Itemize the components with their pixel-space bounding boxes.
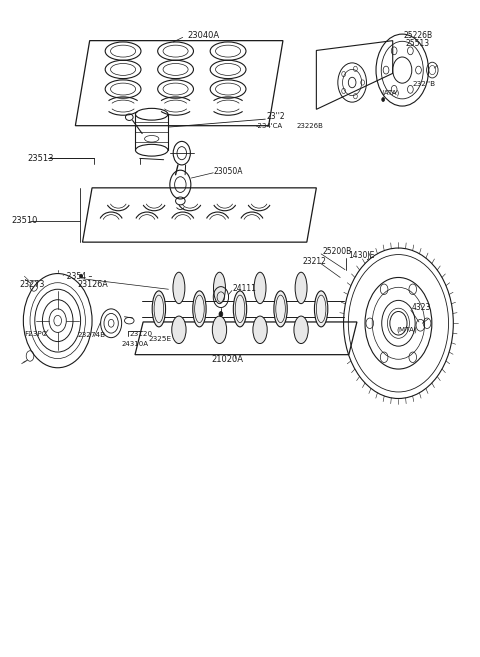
Polygon shape	[135, 322, 357, 355]
Text: 23050A: 23050A	[214, 167, 243, 176]
Circle shape	[382, 97, 384, 101]
Ellipse shape	[253, 316, 267, 344]
Text: · 2354 –: · 2354 –	[62, 271, 93, 281]
Text: 23''2: 23''2	[266, 112, 285, 121]
Text: 23273: 23273	[20, 279, 45, 288]
Ellipse shape	[173, 272, 185, 304]
Ellipse shape	[314, 291, 328, 327]
Text: F23PC: F23PC	[24, 330, 47, 337]
Ellipse shape	[295, 272, 307, 304]
Text: 23274B: 23274B	[78, 332, 106, 338]
Ellipse shape	[214, 272, 226, 304]
Text: 23226B: 23226B	[296, 123, 323, 129]
Text: 23212: 23212	[302, 258, 326, 266]
Text: 23126A: 23126A	[78, 279, 108, 288]
Text: 23513: 23513	[28, 154, 54, 163]
Text: 25513: 25513	[406, 39, 430, 48]
Ellipse shape	[212, 316, 227, 344]
Text: 1430JE: 1430JE	[348, 251, 374, 260]
Text: -234'CA: -234'CA	[255, 123, 282, 129]
Ellipse shape	[152, 291, 166, 327]
Text: 23040A: 23040A	[188, 31, 220, 40]
Ellipse shape	[274, 291, 287, 327]
Ellipse shape	[193, 291, 206, 327]
Ellipse shape	[233, 291, 247, 327]
Ellipse shape	[172, 316, 186, 344]
Circle shape	[80, 274, 83, 278]
Text: 25200B: 25200B	[322, 247, 351, 256]
Ellipse shape	[254, 272, 266, 304]
Text: 23510: 23510	[12, 216, 38, 225]
Text: 24310A: 24310A	[121, 341, 149, 347]
Text: 4323: 4323	[412, 303, 431, 312]
Text: 25226B: 25226B	[403, 31, 432, 40]
Circle shape	[219, 311, 223, 317]
Text: 24111: 24111	[233, 284, 257, 293]
Text: (MTA): (MTA)	[396, 327, 417, 333]
Text: 232''B: 232''B	[413, 81, 436, 87]
Text: (ATA): (ATA)	[381, 90, 399, 96]
Text: 23120: 23120	[129, 330, 153, 337]
Text: 2325E: 2325E	[148, 336, 171, 342]
Text: 21020A: 21020A	[211, 355, 243, 365]
Ellipse shape	[294, 316, 308, 344]
